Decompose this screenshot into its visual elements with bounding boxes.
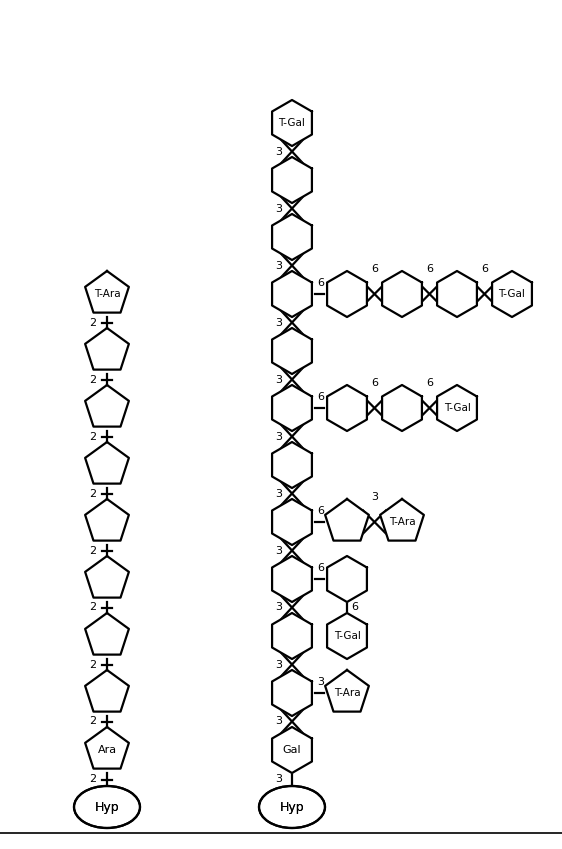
Polygon shape (382, 385, 422, 431)
Text: 6: 6 (317, 278, 324, 288)
Text: 3: 3 (275, 546, 283, 555)
Text: 6: 6 (426, 378, 433, 388)
Text: T-Gal: T-Gal (498, 289, 525, 299)
Polygon shape (272, 271, 312, 317)
Polygon shape (85, 385, 129, 426)
Ellipse shape (259, 786, 325, 828)
Text: 2: 2 (89, 603, 97, 612)
Text: T-Gal: T-Gal (279, 118, 305, 128)
Polygon shape (272, 442, 312, 488)
Polygon shape (327, 556, 367, 602)
Text: Gal: Gal (283, 745, 301, 755)
Text: 2: 2 (89, 488, 97, 498)
Text: 3: 3 (275, 318, 283, 328)
Polygon shape (492, 271, 532, 317)
Ellipse shape (259, 786, 325, 828)
Text: 2: 2 (89, 717, 97, 727)
Text: Hyp: Hyp (280, 801, 304, 813)
Ellipse shape (74, 786, 140, 828)
Text: Hyp: Hyp (280, 801, 304, 813)
Text: 3: 3 (317, 677, 324, 687)
Polygon shape (272, 556, 312, 602)
Polygon shape (327, 385, 367, 431)
Polygon shape (85, 499, 129, 541)
Polygon shape (327, 271, 367, 317)
Polygon shape (272, 157, 312, 203)
Text: T-Ara: T-Ara (334, 688, 360, 698)
Polygon shape (272, 214, 312, 260)
Text: T-Gal: T-Gal (334, 631, 360, 641)
Polygon shape (85, 442, 129, 484)
Text: 2: 2 (89, 660, 97, 670)
Text: 6: 6 (317, 392, 324, 402)
Text: 3: 3 (371, 492, 378, 502)
Text: 6: 6 (351, 603, 358, 612)
Text: Hyp: Hyp (94, 801, 119, 813)
Ellipse shape (74, 786, 140, 828)
Text: 3: 3 (275, 488, 283, 498)
Text: 2: 2 (89, 318, 97, 328)
Polygon shape (85, 271, 129, 312)
Text: 2: 2 (89, 774, 97, 784)
Polygon shape (437, 271, 477, 317)
Polygon shape (272, 727, 312, 773)
Polygon shape (325, 670, 369, 711)
Text: 6: 6 (481, 264, 488, 274)
Polygon shape (85, 613, 129, 655)
Text: 3: 3 (275, 374, 283, 385)
Text: Ara: Ara (97, 745, 116, 755)
Polygon shape (85, 727, 129, 768)
Text: 2: 2 (89, 374, 97, 385)
Polygon shape (272, 499, 312, 545)
Text: T-Ara: T-Ara (94, 289, 120, 299)
Polygon shape (85, 556, 129, 598)
Polygon shape (327, 613, 367, 659)
Text: 2: 2 (89, 431, 97, 441)
Text: 6: 6 (371, 264, 378, 274)
Text: 6: 6 (317, 506, 324, 516)
Polygon shape (272, 100, 312, 146)
Polygon shape (272, 670, 312, 716)
Polygon shape (437, 385, 477, 431)
Text: T-Ara: T-Ara (389, 517, 415, 527)
Text: 3: 3 (275, 204, 283, 213)
Text: 3: 3 (275, 147, 283, 156)
Polygon shape (272, 385, 312, 431)
Text: 6: 6 (371, 378, 378, 388)
Text: 3: 3 (275, 717, 283, 727)
Text: 3: 3 (275, 660, 283, 670)
Text: 6: 6 (426, 264, 433, 274)
Text: Hyp: Hyp (94, 801, 119, 813)
Text: 3: 3 (275, 603, 283, 612)
Polygon shape (85, 670, 129, 711)
Polygon shape (85, 328, 129, 369)
Text: T-Gal: T-Gal (443, 403, 470, 413)
Text: 3: 3 (275, 261, 283, 271)
Polygon shape (272, 613, 312, 659)
Polygon shape (382, 271, 422, 317)
Polygon shape (325, 499, 369, 541)
Text: 2: 2 (89, 546, 97, 555)
Text: 6: 6 (317, 563, 324, 573)
Text: 3: 3 (275, 774, 283, 784)
Text: 3: 3 (275, 431, 283, 441)
Polygon shape (380, 499, 424, 541)
Polygon shape (272, 328, 312, 374)
